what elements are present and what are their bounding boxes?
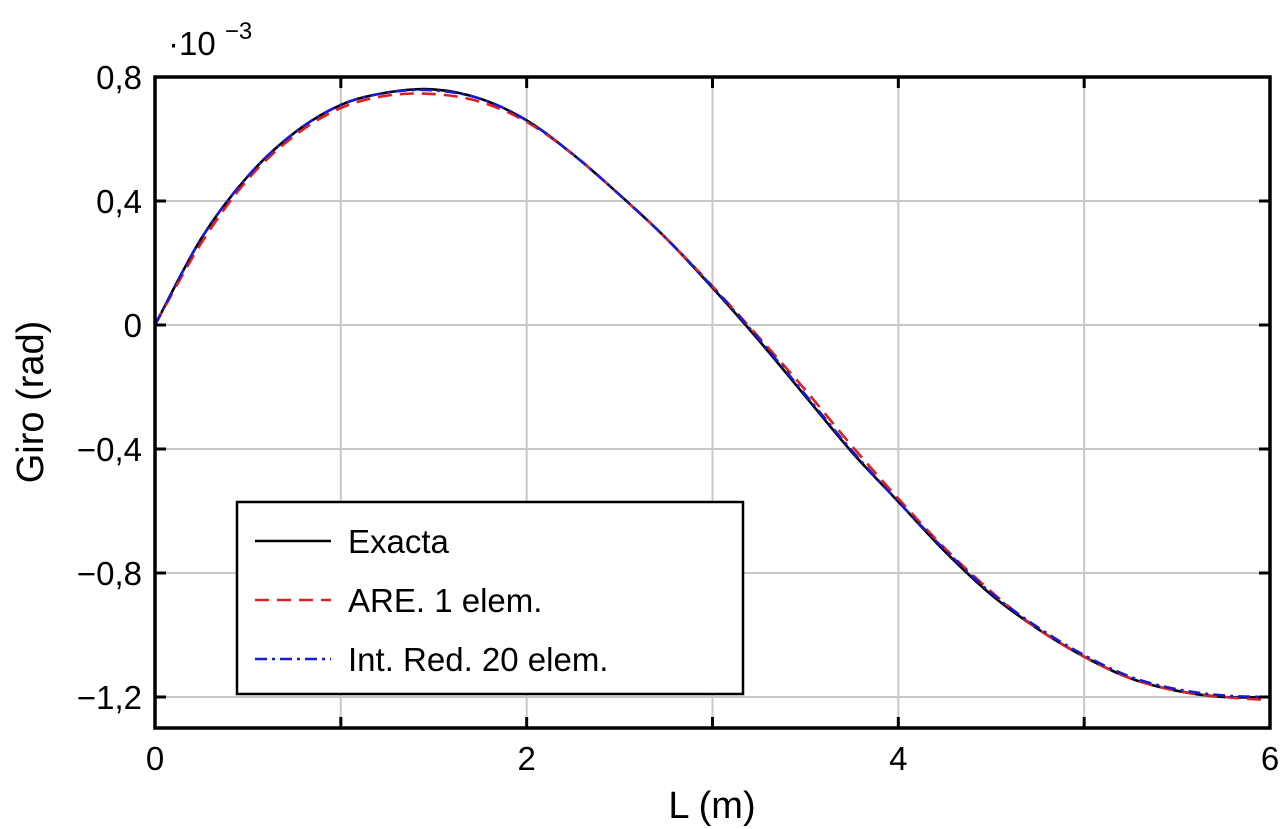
y-tick-label: −0,8 [77, 555, 142, 592]
y-axis-title: Giro (rad) [10, 321, 52, 484]
series-line-2 [153, 92, 1271, 702]
y-tick-label: 0,8 [96, 59, 142, 96]
y-tick-label: −0,4 [77, 431, 142, 468]
multiplier-label: ·10 −3 [168, 18, 252, 62]
y-tick-label: 0 [124, 307, 142, 344]
x-tick-label: 0 [146, 740, 164, 777]
legend-box [235, 500, 745, 696]
x-tick-label: 4 [889, 740, 907, 777]
axis-ticks [155, 77, 1270, 728]
y-tick-label: −1,2 [77, 679, 142, 716]
x-axis-title: L (m) [668, 785, 755, 827]
legend-label-2: ARE. 1 elem. [348, 582, 542, 619]
x-tick-label: 2 [517, 740, 535, 777]
multiplier-base: ·10 [168, 25, 216, 62]
tick-labels: 0 2 4 6 0,8 0,4 0 −0,4 −0,8 −1,2 [77, 59, 1279, 777]
legend-label-3: Int. Red. 20 elem. [348, 641, 608, 678]
legend: Exacta ARE. 1 elem. Int. Red. 20 elem. [235, 500, 745, 696]
x-tick-label: 6 [1261, 740, 1279, 777]
multiplier-exponent: −3 [225, 18, 252, 45]
y-tick-label: 0,4 [96, 183, 142, 220]
series-line-3 [153, 88, 1271, 699]
legend-label-1: Exacta [348, 523, 450, 560]
series-lines [153, 87, 1271, 702]
